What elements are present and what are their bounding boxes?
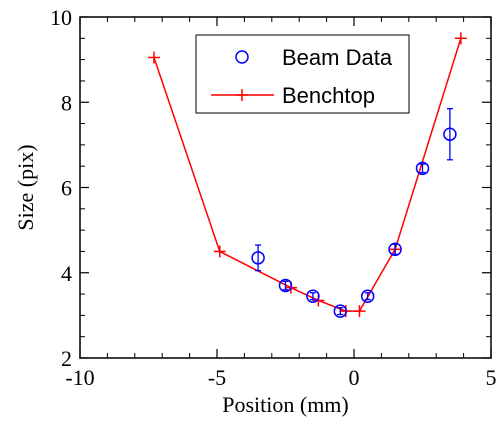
y-tick-label: 8 bbox=[61, 90, 72, 115]
beam-data-point bbox=[388, 242, 402, 257]
beam-data-marker bbox=[360, 289, 375, 303]
benchtop-point bbox=[353, 305, 366, 318]
beam-data-point bbox=[278, 278, 293, 293]
beam-data-point bbox=[306, 289, 320, 303]
x-tick-label: 0 bbox=[349, 365, 360, 390]
beam-data-point bbox=[415, 161, 430, 176]
x-tick-label: -10 bbox=[65, 365, 94, 390]
beam-data-marker bbox=[333, 304, 348, 318]
legend: Beam Data Benchtop bbox=[195, 34, 410, 114]
beam-data-point bbox=[251, 244, 265, 272]
benchtop-point bbox=[147, 51, 160, 64]
ticks-layer: -10 -5 0 5 2 4 6 8 10 bbox=[50, 5, 497, 390]
y-tick-label: 6 bbox=[61, 176, 72, 201]
beam-data-marker bbox=[251, 251, 265, 265]
plot-frame bbox=[79, 16, 492, 359]
beam-data-point bbox=[333, 304, 348, 318]
beam-data-marker bbox=[278, 278, 293, 293]
x-tick-label: -5 bbox=[208, 365, 226, 390]
benchtop-line bbox=[153, 38, 462, 312]
x-tick-label: 5 bbox=[486, 365, 497, 390]
beam-data-point bbox=[360, 289, 375, 303]
benchtop-point bbox=[454, 32, 467, 45]
y-tick-label: 10 bbox=[50, 5, 72, 30]
y-tick-label: 4 bbox=[61, 261, 72, 286]
series-layer bbox=[147, 32, 467, 318]
legend-circle-icon bbox=[235, 50, 249, 64]
beam-data-marker bbox=[388, 242, 402, 257]
x-axis-title: Position (mm) bbox=[222, 392, 349, 417]
beam-data-marker bbox=[443, 127, 457, 141]
legend-marker-beam-data bbox=[235, 50, 249, 64]
beam-data-point bbox=[443, 107, 457, 161]
legend-label-benchtop: Benchtop bbox=[282, 83, 375, 108]
legend-box bbox=[195, 34, 410, 114]
beam-data-marker bbox=[415, 161, 430, 176]
y-axis-title: Size (pix) bbox=[13, 144, 38, 230]
y-tick-label: 2 bbox=[61, 346, 72, 371]
benchtop-point bbox=[213, 245, 226, 258]
legend-label-beam-data: Beam Data bbox=[282, 45, 393, 70]
beam-data-marker bbox=[306, 289, 320, 303]
legend-marker-benchtop bbox=[211, 89, 274, 101]
